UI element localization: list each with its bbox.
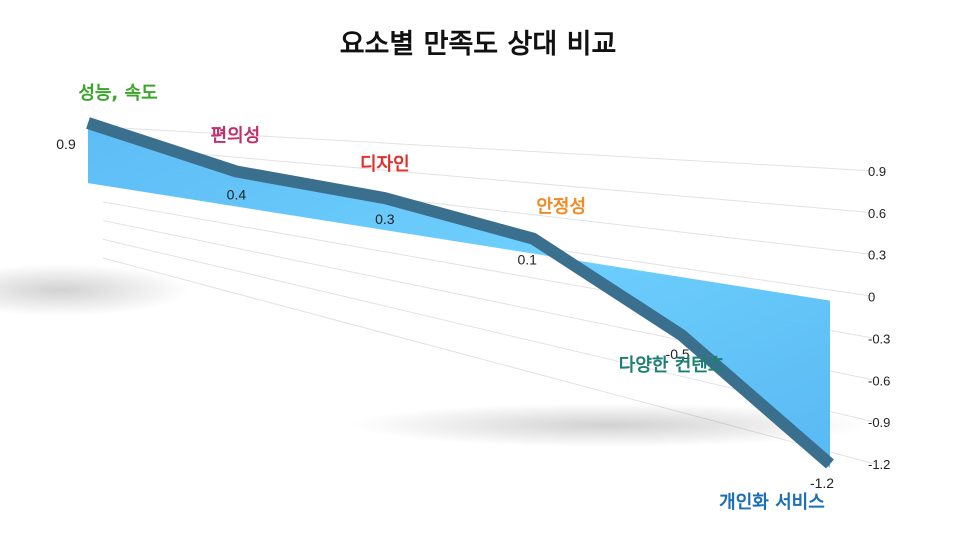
y-tick-label: 0.6 bbox=[868, 206, 886, 221]
y-axis-ticks: 0.9 0.6 0.3 0 -0.3 -0.6 -0.9 -1.2 bbox=[868, 164, 890, 472]
area-fill bbox=[88, 127, 830, 468]
floor-shadow-right bbox=[350, 403, 870, 447]
y-tick-label: -1.2 bbox=[868, 457, 890, 472]
y-tick-label: -0.6 bbox=[868, 373, 890, 388]
y-tick-label: 0.3 bbox=[868, 248, 886, 263]
gridline bbox=[102, 145, 876, 214]
data-labels: 0.9 0.4 0.3 0.1 -0.5 -1.2 bbox=[56, 136, 834, 491]
category-label: 개인화 서비스 bbox=[719, 492, 825, 513]
data-label: -1.2 bbox=[810, 475, 834, 491]
data-label: 0.3 bbox=[375, 211, 395, 227]
data-label: 0.1 bbox=[517, 252, 537, 268]
y-tick-label: 0 bbox=[868, 290, 875, 305]
gridline bbox=[102, 126, 876, 172]
floor-shadow-left bbox=[0, 264, 190, 316]
category-label: 안정성 bbox=[536, 197, 586, 218]
chart-title: 요소별 만족도 상대 비교 bbox=[340, 29, 617, 60]
y-tick-label: 0.9 bbox=[868, 164, 886, 179]
data-label: -0.5 bbox=[666, 346, 690, 362]
y-tick-label: -0.9 bbox=[868, 415, 890, 430]
series-layer bbox=[86, 117, 834, 469]
data-label: 0.4 bbox=[227, 187, 247, 203]
category-label: 성능, 속도 bbox=[78, 83, 157, 104]
category-label: 디자인 bbox=[360, 154, 410, 175]
category-label: 다양한 컨텐츠 bbox=[619, 355, 725, 376]
category-label: 편의성 bbox=[211, 126, 261, 147]
series-line bbox=[86, 117, 834, 469]
y-tick-label: -0.3 bbox=[868, 331, 890, 346]
data-label: 0.9 bbox=[56, 136, 76, 152]
